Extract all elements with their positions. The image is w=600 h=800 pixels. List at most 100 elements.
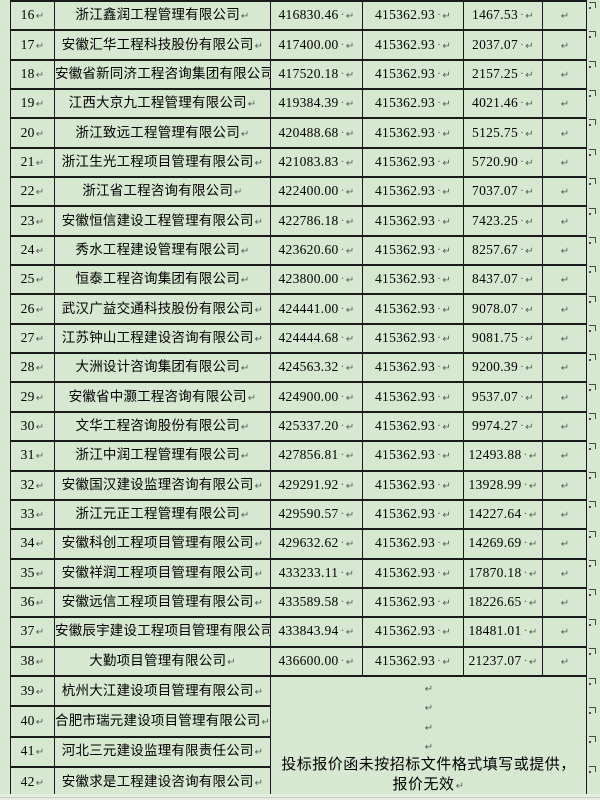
space-mark-icon: · — [437, 65, 442, 80]
paragraph-mark-icon: ↵ — [254, 598, 264, 610]
company-name-cell: 武汉广益交通科技股份有限公司↵ — [54, 293, 271, 325]
benchmark-price-cell: 415362.93 ·↵ — [362, 410, 464, 443]
row-number: 22 — [20, 183, 35, 199]
company-name-cell: 浙江省工程咨询有限公司↵ — [54, 176, 271, 208]
benchmark-price-cell: 415362.93 ·↵ — [362, 469, 464, 501]
price-diff-cell: 18226.65 ·↵ — [463, 586, 543, 619]
space-mark-icon: · — [437, 623, 442, 638]
end-of-row-mark-icon — [589, 90, 596, 98]
paragraph-mark-icon: ↵ — [528, 451, 538, 463]
paragraph-mark-icon: ↵ — [525, 245, 534, 257]
table-row: 25↵ 恒泰工程咨询集团有限公司↵ 423800.00 ·↵ 415362.93 ·… — [10, 264, 587, 296]
price-diff-cell: 21237.07 ·↵ — [463, 645, 543, 677]
space-mark-icon: · — [340, 447, 345, 462]
benchmark-price-cell: 415362.93 ·↵ — [362, 146, 464, 179]
end-of-row-mark-icon — [589, 706, 596, 714]
row-number: 23 — [20, 212, 35, 228]
row-number-cell: 25↵ — [10, 264, 55, 296]
paragraph-mark-icon: ↵ — [35, 747, 45, 759]
bid-price: 422400.00 — [278, 183, 339, 199]
paragraph-mark-icon: ↵ — [345, 157, 355, 169]
row-number-cell: 19↵ — [10, 88, 55, 120]
end-of-row-mark-icon — [589, 60, 596, 68]
space-mark-icon: · — [340, 300, 345, 315]
paragraph-mark-icon: ↵ — [345, 245, 355, 257]
price-diff: 9974.27 — [472, 417, 518, 433]
paragraph-mark-icon: ↵ — [525, 333, 534, 345]
bid-price: 429632.62 — [278, 535, 339, 551]
benchmark-price-cell: 415362.93 ·↵ — [362, 205, 464, 237]
row-number: 41 — [20, 743, 35, 759]
paragraph-mark-icon: ↵ — [560, 11, 570, 23]
bid-price-cell: 433843.94 ·↵ — [270, 616, 363, 648]
table-row: 33↵ 浙江元正工程管理有限公司↵ 429590.57 ·↵ 415362.93 ·… — [10, 498, 587, 531]
bid-price-cell: 436600.00 ·↵ — [270, 645, 363, 677]
price-diff: 12493.88 — [468, 447, 522, 463]
space-mark-icon: · — [520, 271, 525, 286]
end-of-row-mark-icon — [589, 736, 596, 744]
space-mark-icon: · — [520, 329, 525, 344]
space-mark-icon: · — [437, 388, 442, 403]
paragraph-mark-icon: ↵ — [528, 627, 538, 639]
paragraph-mark-icon: ↵ — [424, 722, 434, 734]
paragraph-mark-icon: ↵ — [345, 187, 355, 199]
bid-price-cell: 423620.60 ·↵ — [270, 234, 363, 267]
company-name: 安徽辰宇建设工程项目管理有限公司 — [55, 623, 271, 639]
space-mark-icon: · — [340, 359, 345, 374]
paragraph-mark-icon: ↵ — [35, 510, 45, 522]
paragraph-mark-icon: ↵ — [525, 69, 534, 81]
table-row: 18↵ 安徽省新同济工程咨询集团有限公司↵ 417520.18·↵ 415362… — [10, 58, 587, 91]
end-of-row-mark-icon — [589, 413, 596, 421]
space-mark-icon: · — [523, 535, 528, 550]
bid-price-cell: 429291.92 ·↵ — [270, 469, 363, 501]
empty-paragraph: ↵ — [272, 697, 586, 716]
space-mark-icon: · — [340, 652, 345, 667]
paragraph-mark-icon: ↵ — [240, 510, 250, 522]
space-mark-icon: · — [520, 212, 525, 227]
space-mark-icon: · — [437, 447, 442, 462]
empty-end-cell: ↵ — [542, 29, 587, 61]
company-name-cell: 安徽辰宇建设工程项目管理有限公司↵ — [54, 616, 271, 648]
bid-price: 424563.32 — [278, 359, 339, 375]
benchmark-price-cell: 415362.93 ·↵ — [362, 440, 464, 472]
empty-end-cell: ↵ — [542, 586, 587, 619]
company-name: 秀水工程建设管理有限公司 — [75, 241, 240, 257]
paragraph-mark-icon: ↵ — [254, 480, 264, 492]
paragraph-mark-icon: ↵ — [560, 480, 570, 492]
paragraph-mark-icon: ↵ — [240, 245, 250, 257]
paragraph-mark-icon: ↵ — [227, 656, 236, 668]
paragraph-mark-icon: ↵ — [560, 69, 570, 81]
company-name-cell: 江西大京九工程管理有限公司↵ — [54, 88, 271, 120]
space-mark-icon: · — [340, 153, 345, 168]
table-row: 23↵ 安徽恒信建设工程管理有限公司↵ 422786.18 ·↵ 415362.9… — [10, 205, 587, 237]
row-number: 30 — [20, 417, 35, 433]
company-name: 江苏钟山工程建设咨询有限公司 — [61, 329, 254, 345]
empty-end-cell: ↵ — [542, 234, 587, 267]
end-of-row-mark-icon — [589, 178, 596, 186]
empty-end-cell: ↵ — [542, 352, 587, 384]
paragraph-mark-icon: ↵ — [35, 686, 45, 698]
space-mark-icon: · — [523, 476, 528, 491]
table-row: 20↵ 浙江致远工程管理有限公司↵ 420488.68 ·↵ 415362.93 ·… — [10, 117, 587, 149]
benchmark-price-cell: 415362.93 ·↵ — [362, 586, 464, 619]
row-number: 21 — [20, 153, 35, 169]
paragraph-mark-icon: ↵ — [560, 451, 570, 463]
paragraph-mark-icon: ↵ — [442, 568, 452, 580]
space-mark-icon: · — [523, 594, 528, 609]
benchmark-price-cell: 415362.93 ·↵ — [362, 381, 464, 413]
paragraph-mark-icon: ↵ — [254, 333, 264, 345]
row-number-cell: 37↵ — [10, 616, 55, 648]
paragraph-mark-icon: ↵ — [345, 99, 355, 111]
paragraph-mark-icon: ↵ — [254, 216, 264, 228]
space-mark-icon: · — [340, 183, 345, 198]
bid-price-cell: 424900.00 ·↵ — [270, 381, 363, 413]
end-of-row-mark-icon — [589, 207, 596, 215]
price-diff: 9200.39 — [472, 359, 518, 375]
paragraph-mark-icon: ↵ — [442, 510, 452, 522]
benchmark-price: 415362.93 — [374, 241, 436, 257]
paragraph-mark-icon: ↵ — [560, 363, 570, 375]
benchmark-price-cell: 415362.93 ·↵ — [362, 616, 464, 648]
space-mark-icon: · — [340, 7, 345, 22]
invalid-bid-note: 投标报价函未按招标文件格式填写或提供，报价无效↵ — [272, 755, 586, 795]
bid-price: 433233.11 — [278, 564, 339, 580]
